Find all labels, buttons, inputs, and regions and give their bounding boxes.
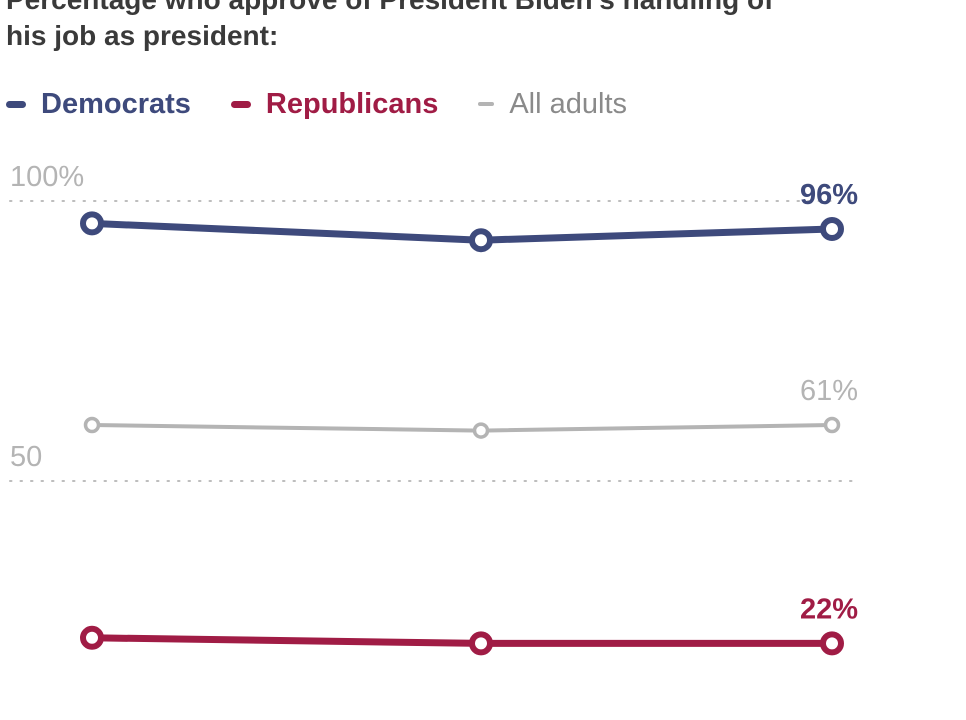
chart-title: Percentage who approve of President Bide… xyxy=(6,0,886,54)
chart-title-line-2: his job as president: xyxy=(6,20,279,51)
end-label-all-adults: 61% xyxy=(800,375,858,407)
data-point-all-adults-3 xyxy=(823,416,841,434)
legend-label-all-adults: All adults xyxy=(509,87,628,120)
series-line-all-adults xyxy=(90,423,834,433)
series-line-republicans xyxy=(88,634,836,647)
legend-swatch-all-adults xyxy=(478,102,495,106)
legend-item-democrats: Democrats xyxy=(6,88,191,121)
legend-label-republicans: Republicans xyxy=(265,87,439,120)
data-point-democrats-2 xyxy=(469,228,493,253)
data-point-republicans-3 xyxy=(820,631,844,656)
legend-item-republicans: Republicans xyxy=(230,87,439,121)
legend-swatch-republicans xyxy=(230,100,251,108)
y-tick-label-100: 100% xyxy=(10,161,84,193)
legend-item-all-adults: All adults xyxy=(478,88,627,121)
legend-label-democrats: Democrats xyxy=(41,87,191,120)
y-tick-label-50: 50 xyxy=(10,441,42,473)
data-point-republicans-2 xyxy=(469,631,493,656)
chart-title-line-1: Percentage who approve of President Bide… xyxy=(6,0,886,18)
data-point-all-adults-1 xyxy=(83,416,101,434)
end-label-democrats: 96% xyxy=(800,179,858,211)
chart-legend: Democrats Republicans All adults xyxy=(6,84,667,124)
series-line-democrats xyxy=(88,219,836,244)
data-point-democrats-1 xyxy=(80,211,104,236)
legend-swatch-democrats xyxy=(6,100,26,108)
end-label-republicans: 22% xyxy=(800,593,858,625)
data-point-republicans-1 xyxy=(80,625,104,650)
data-point-democrats-3 xyxy=(820,217,844,241)
data-point-all-adults-2 xyxy=(472,422,490,439)
